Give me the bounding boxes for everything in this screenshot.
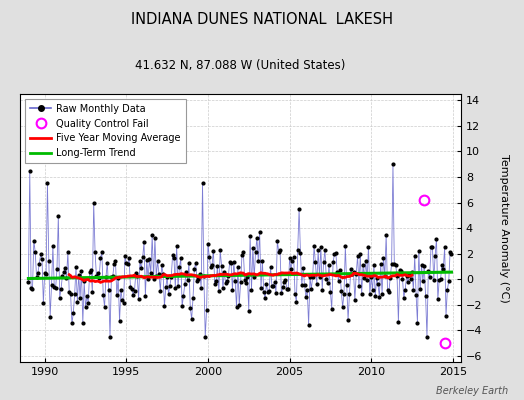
Text: INDIANA DUNES NATIONAL  LAKESH: INDIANA DUNES NATIONAL LAKESH <box>131 12 393 27</box>
Title: 41.632 N, 87.088 W (United States): 41.632 N, 87.088 W (United States) <box>135 59 346 72</box>
Text: Berkeley Earth: Berkeley Earth <box>436 386 508 396</box>
Legend: Raw Monthly Data, Quality Control Fail, Five Year Moving Average, Long-Term Tren: Raw Monthly Data, Quality Control Fail, … <box>25 99 185 163</box>
Y-axis label: Temperature Anomaly (°C): Temperature Anomaly (°C) <box>499 154 509 302</box>
